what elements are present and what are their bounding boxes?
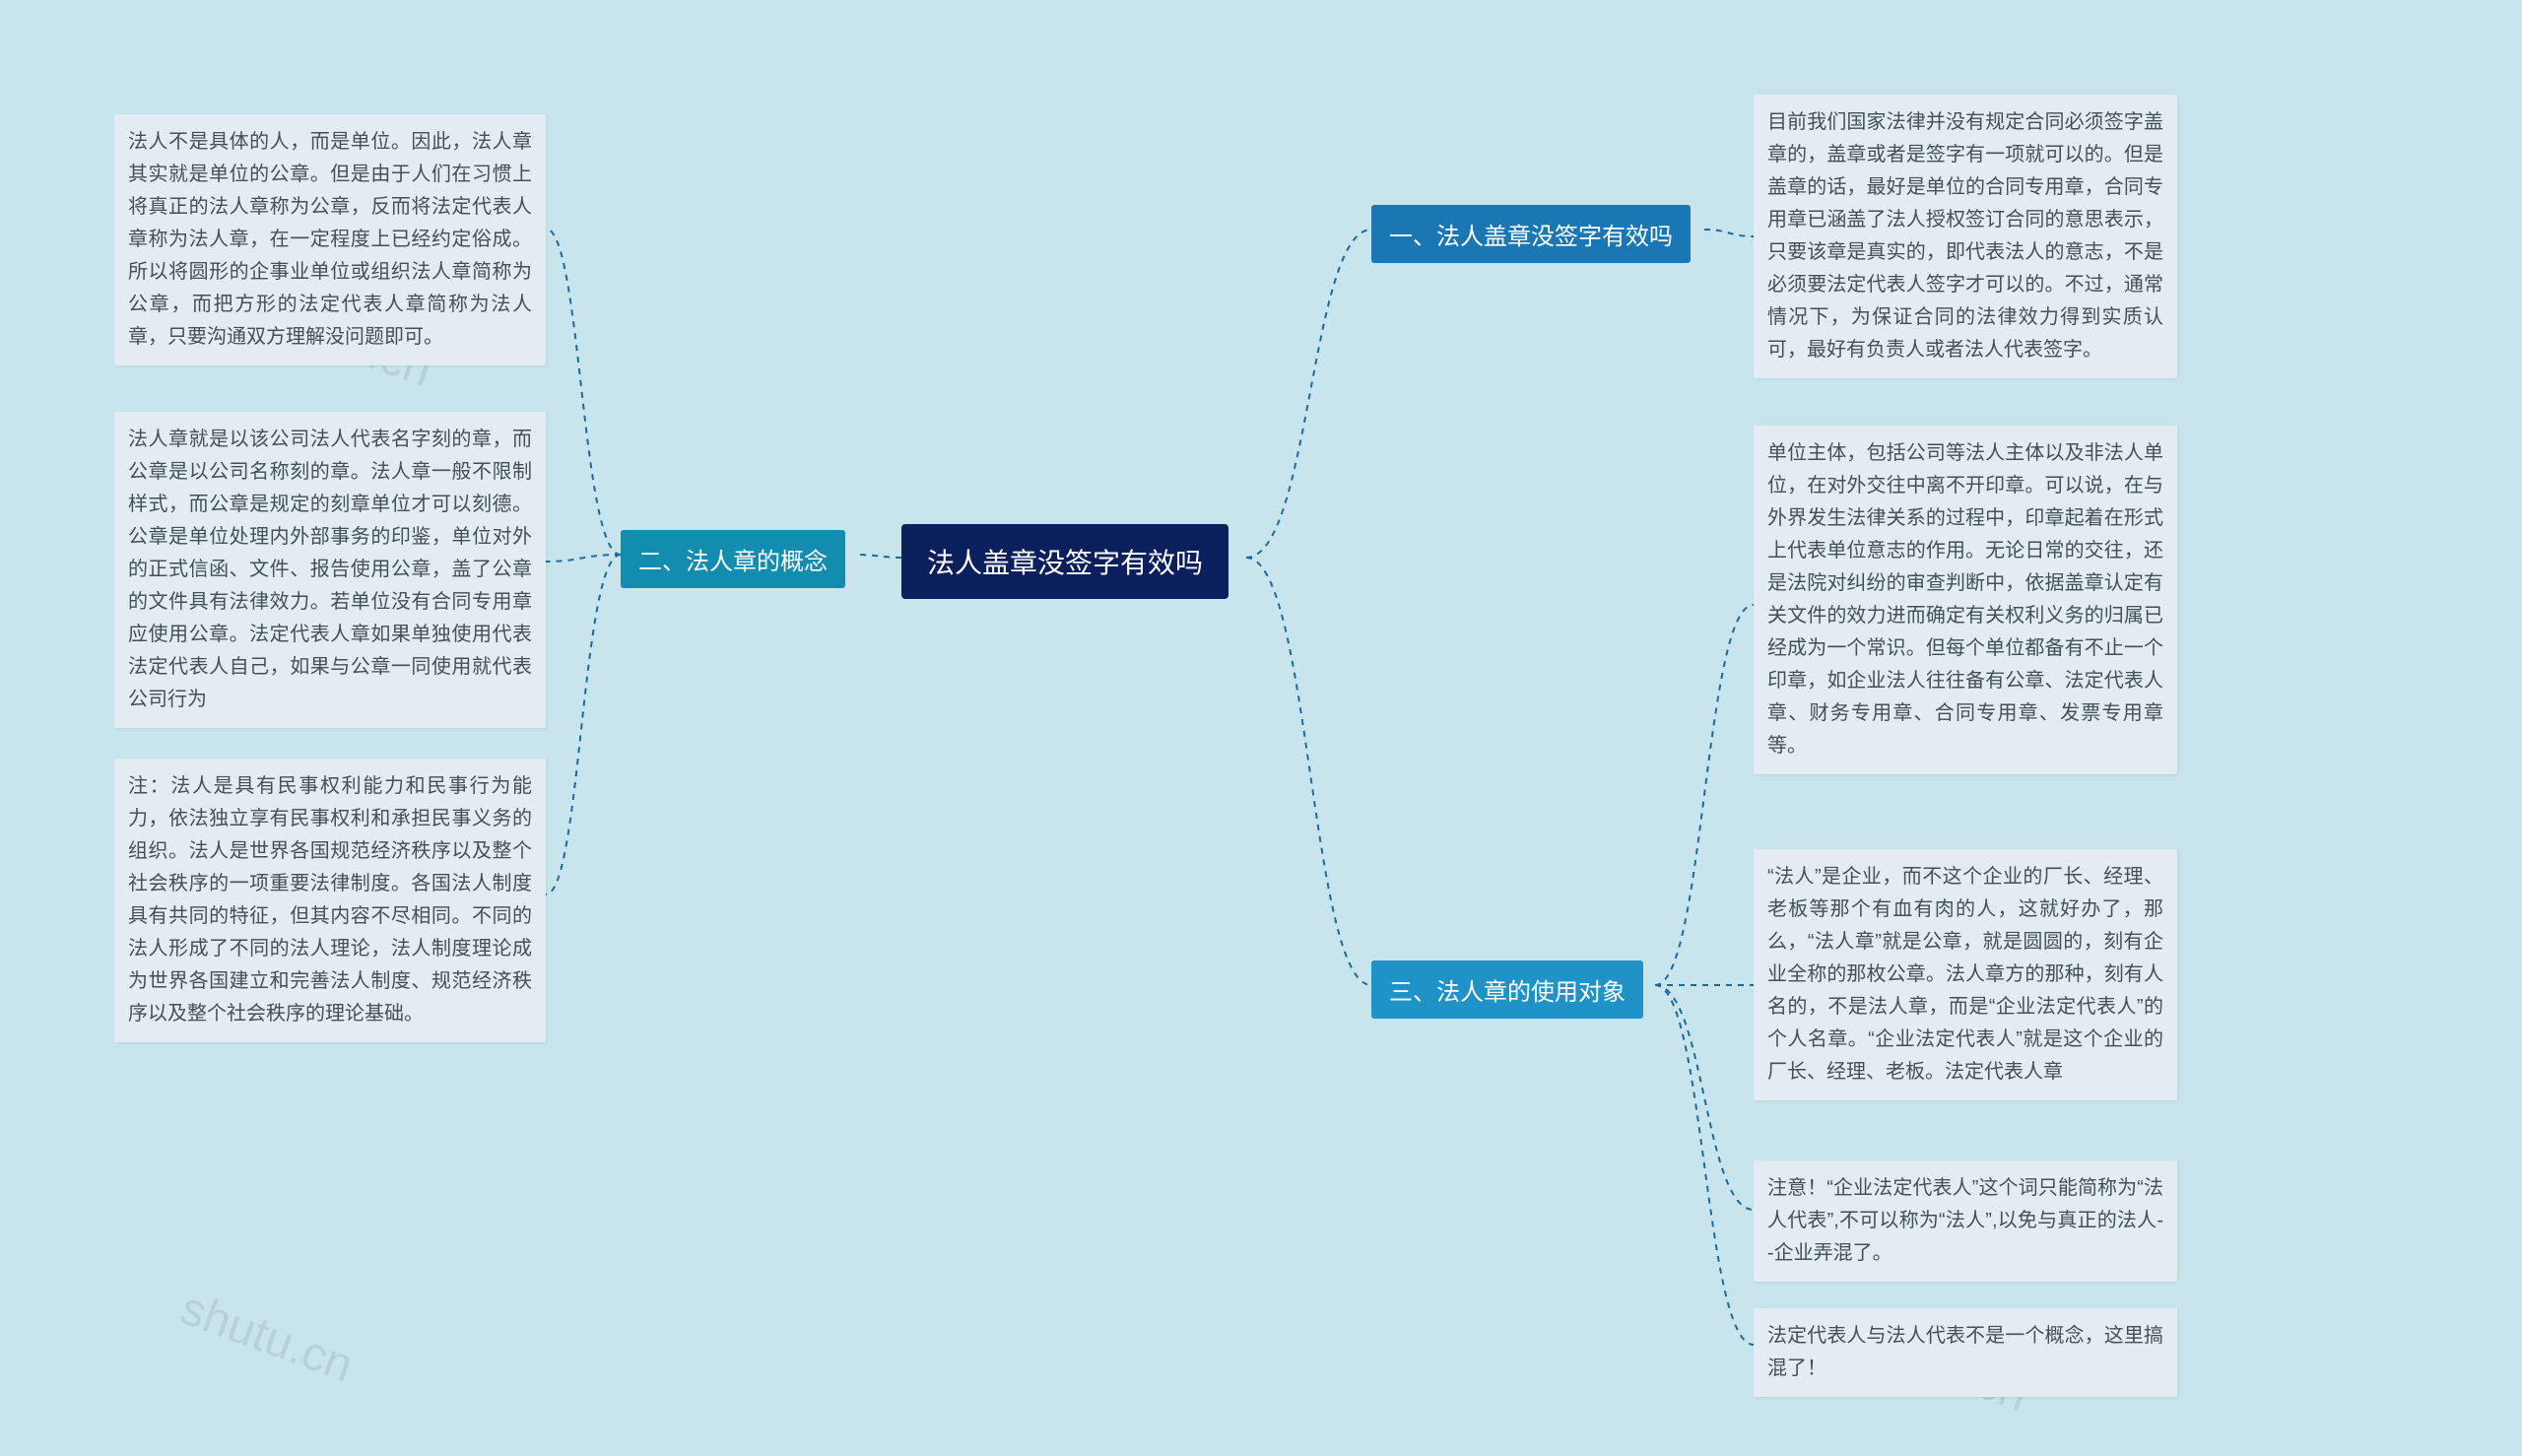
leaf-b2-1[interactable]: 法人不是具体的人，而是单位。因此，法人章其实就是单位的公章。但是由于人们在习惯上…	[114, 114, 546, 365]
edge-b3-l3	[1655, 985, 1754, 1210]
branch-1[interactable]: 一、法人盖章没签字有效吗	[1371, 205, 1691, 263]
edge-root-b2	[857, 555, 901, 558]
branch-3[interactable]: 三、法人章的使用对象	[1371, 960, 1643, 1019]
edge-b2-l2	[546, 555, 621, 562]
leaf-b3-2[interactable]: “法人”是企业，而不这个企业的厂长、经理、老板等那个有血有肉的人，这就好办了，那…	[1754, 849, 2177, 1100]
leaf-b2-3[interactable]: 注：法人是具有民事权利能力和民事行为能力，依法独立享有民事权利和承担民事义务的组…	[114, 759, 546, 1042]
edge-b1-l1	[1704, 230, 1754, 236]
edge-b3-l4	[1655, 985, 1754, 1345]
leaf-b1-1[interactable]: 目前我们国家法律并没有规定合同必须签字盖章的，盖章或者是签字有一项就可以的。但是…	[1754, 95, 2177, 378]
leaf-b3-4[interactable]: 法定代表人与法人代表不是一个概念，这里搞混了！	[1754, 1308, 2177, 1397]
mindmap-canvas: shutu.cn 树图 shutu.cn shutu.cn shutu.cn	[0, 0, 2522, 1456]
edge-root-b1	[1246, 230, 1371, 558]
root-node[interactable]: 法人盖章没签字有效吗	[901, 524, 1228, 599]
watermark: shutu.cn	[173, 1282, 360, 1394]
edge-b2-l3	[546, 555, 621, 894]
leaf-b3-1[interactable]: 单位主体，包括公司等法人主体以及非法人单位，在对外交往中离不开印章。可以说，在与…	[1754, 426, 2177, 774]
branch-2[interactable]: 二、法人章的概念	[621, 530, 845, 588]
edge-b3-l1	[1655, 605, 1754, 985]
edge-root-b3	[1246, 558, 1371, 985]
leaf-b2-2[interactable]: 法人章就是以该公司法人代表名字刻的章，而公章是以公司名称刻的章。法人章一般不限制…	[114, 412, 546, 728]
leaf-b3-3[interactable]: 注意！“企业法定代表人”这个词只能简称为“法人代表”,不可以称为“法人”,以免与…	[1754, 1160, 2177, 1282]
edge-b2-l1	[546, 229, 621, 555]
